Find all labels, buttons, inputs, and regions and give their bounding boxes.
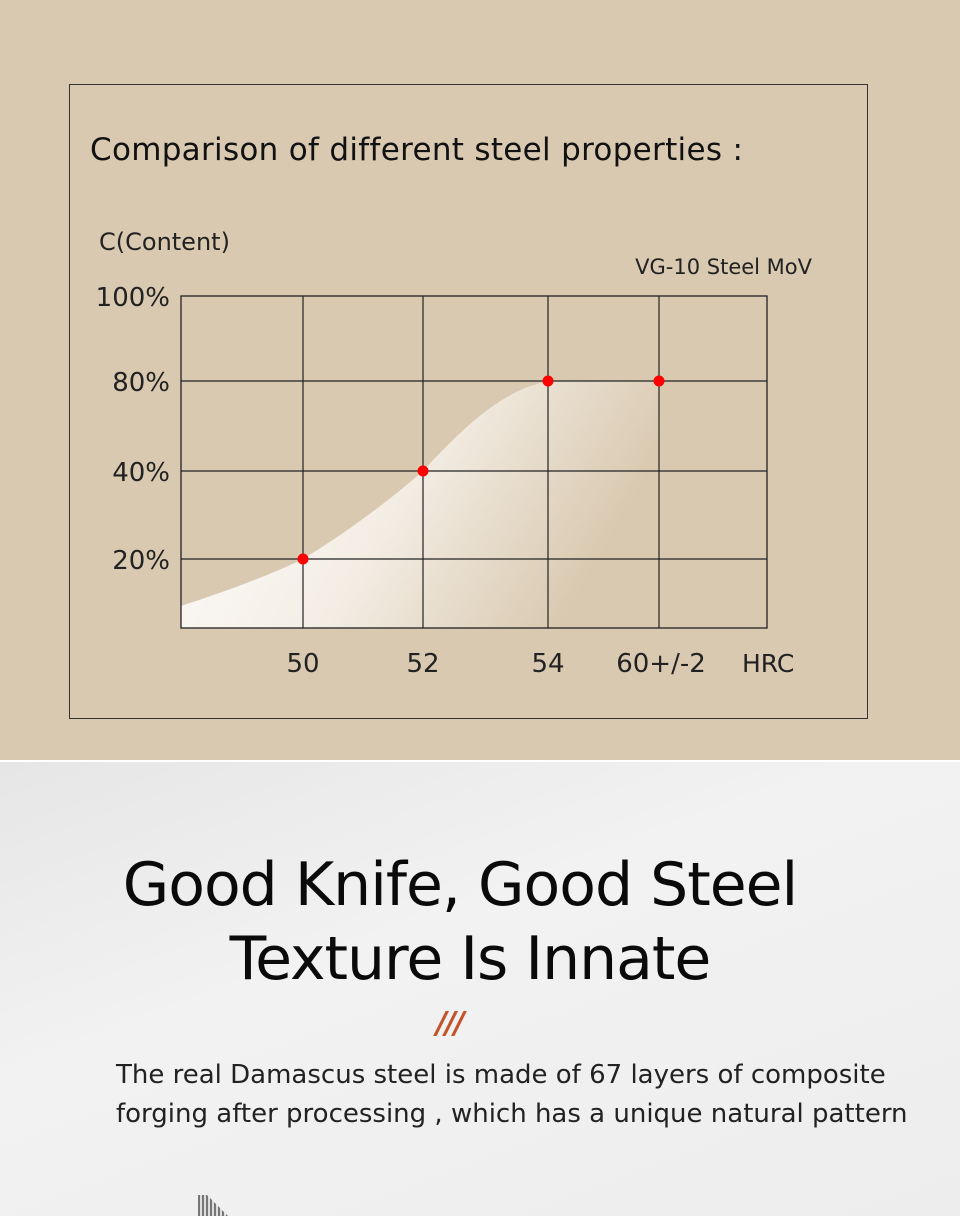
data-point bbox=[542, 375, 554, 387]
text-section bbox=[0, 762, 960, 1216]
description-line-2: forging after processing , which has a u… bbox=[116, 1099, 908, 1129]
area-fill bbox=[181, 381, 659, 628]
chart-title: Comparison of different steel properties… bbox=[90, 132, 744, 168]
decorative-slashes: /// bbox=[436, 1006, 465, 1041]
data-point bbox=[297, 553, 309, 565]
chart-frame bbox=[69, 84, 868, 719]
series-annotation: VG-10 Steel MoV bbox=[635, 255, 812, 279]
y-tick-label: 80% bbox=[112, 368, 170, 398]
data-point bbox=[417, 465, 429, 477]
chart: C(Content) VG-10 Steel MoV HRC 50 52 54 60+… bbox=[96, 228, 813, 679]
x-tick-label: 52 bbox=[406, 649, 439, 679]
x-tick-label: 50 bbox=[286, 649, 319, 679]
chart-section bbox=[0, 0, 960, 760]
data-point bbox=[653, 375, 665, 387]
plot-border bbox=[180, 295, 768, 629]
y-tick-label: 40% bbox=[112, 458, 170, 488]
x-axis-label: HRC bbox=[742, 649, 794, 678]
description-line-1: The real Damascus steel is made of 67 la… bbox=[116, 1060, 886, 1090]
headline-line-1: Good Knife, Good Steel bbox=[122, 850, 798, 920]
x-tick-label: 60+/-2 bbox=[616, 649, 706, 679]
headline-line-2: Texture Is Innate bbox=[229, 924, 712, 994]
description: The real Damascus steel is made of 67 la… bbox=[116, 1056, 936, 1134]
y-tick-label: 20% bbox=[112, 546, 170, 576]
x-tick-label: 54 bbox=[531, 649, 564, 679]
y-tick-label: 100% bbox=[96, 283, 170, 313]
y-axis-label: C(Content) bbox=[99, 228, 230, 256]
